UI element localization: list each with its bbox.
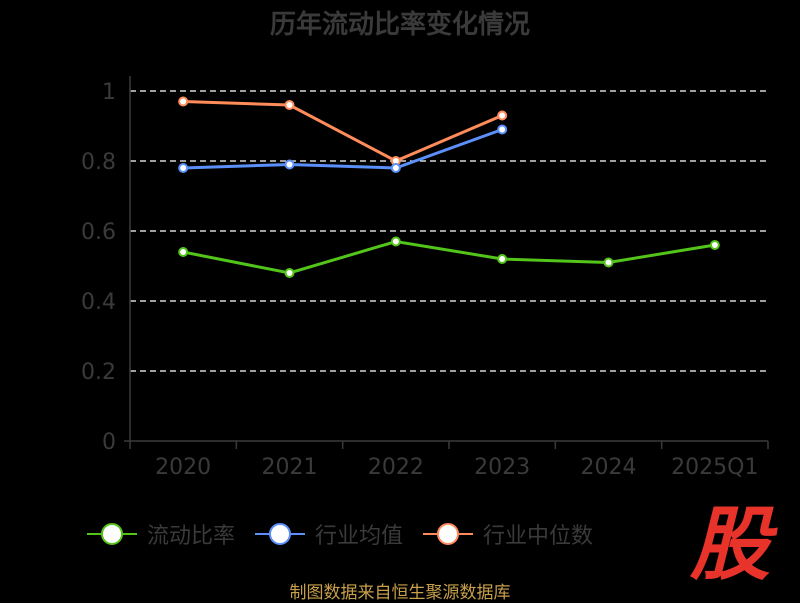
source-note: 制图数据来自恒生聚源数据库 — [289, 583, 511, 603]
legend-label: 行业中位数 — [483, 524, 594, 549]
data-point — [178, 96, 189, 107]
legend-marker-icon — [254, 522, 305, 546]
x-tick-label: 2023 — [474, 455, 530, 480]
x-tick-label: 2024 — [581, 455, 637, 480]
brand-logo: 股 — [690, 498, 770, 591]
legend-item[interactable]: 流动比率 — [86, 518, 235, 550]
data-point — [709, 240, 720, 250]
legend-item[interactable]: 行业中位数 — [423, 518, 593, 550]
legend-label: 流动比率 — [146, 524, 235, 549]
data-point — [390, 236, 401, 247]
legend-marker-icon — [86, 522, 137, 546]
series-line — [182, 239, 716, 275]
data-point — [284, 100, 295, 110]
data-point — [497, 110, 508, 121]
data-point — [178, 247, 189, 257]
legend-label: 行业均值 — [314, 524, 403, 549]
y-tick-label: 0.8 — [81, 150, 116, 175]
legend-marker-icon — [423, 522, 473, 546]
chart-title: 历年流动比率变化情况 — [269, 10, 530, 40]
data-point — [178, 163, 189, 173]
x-tick-label: 2020 — [155, 455, 211, 480]
x-tick-label: 2025Q1 — [671, 455, 758, 480]
chart-legend: 流动比率 行业均值 行业中位数 — [0, 518, 680, 550]
y-tick-label: 0.4 — [81, 290, 116, 315]
data-point — [390, 163, 401, 173]
series-line — [183, 100, 503, 163]
data-point — [284, 159, 295, 170]
y-tick-label: 0.2 — [81, 360, 116, 385]
y-tick-label: 0.6 — [81, 220, 116, 245]
series-line — [183, 128, 503, 170]
y-tick-label: 0 — [102, 430, 116, 455]
y-tick-label: 1 — [102, 80, 116, 105]
x-tick-label: 2021 — [262, 455, 318, 480]
data-point — [497, 254, 508, 264]
data-point — [603, 257, 614, 268]
data-point — [284, 268, 295, 278]
legend-item[interactable]: 行业均值 — [254, 518, 403, 550]
x-tick-label: 2022 — [368, 455, 424, 480]
data-point — [497, 124, 508, 135]
